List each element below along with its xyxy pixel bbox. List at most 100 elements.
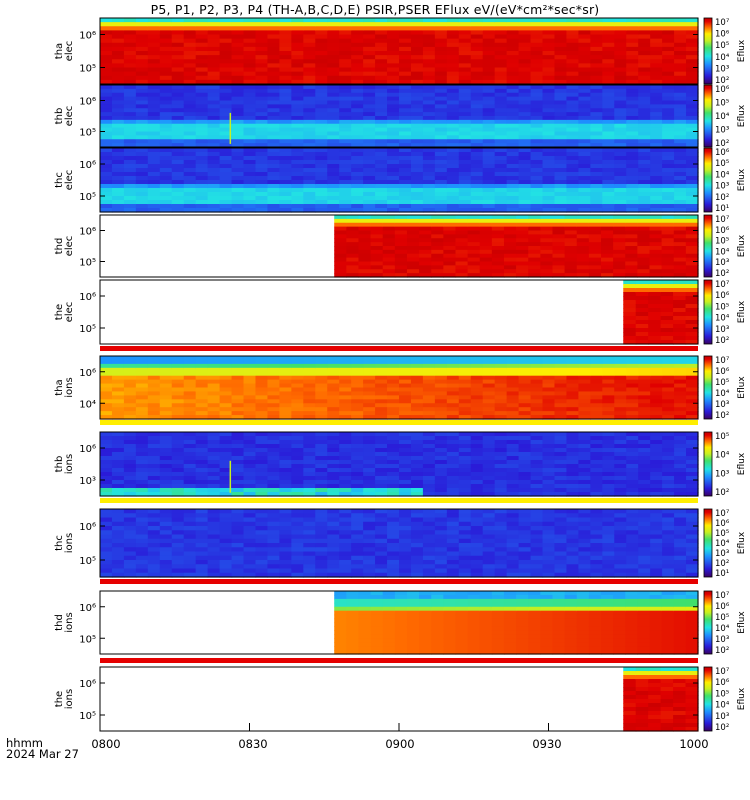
heatmap-cell [482, 46, 496, 52]
heatmap-cell [195, 204, 209, 209]
heatmap-cell [135, 383, 149, 389]
heatmap-cell [399, 356, 412, 361]
heatmap-cell [363, 403, 376, 408]
heatmap-cell [195, 59, 209, 64]
heatmap-cell [243, 168, 257, 173]
heatmap-cell [123, 180, 137, 185]
heatmap-cell [446, 92, 460, 98]
heatmap-cell [446, 484, 460, 489]
heatmap-cell [626, 448, 639, 453]
heatmap-cell [491, 253, 505, 259]
heatmap-cell [648, 292, 662, 297]
heatmap-cell [422, 96, 436, 102]
heatmap-cell [303, 432, 316, 437]
heatmap-cell [111, 38, 125, 44]
heatmap-cell [346, 249, 360, 255]
heatmap-cell [207, 564, 221, 570]
heatmap-cell [410, 188, 424, 193]
heatmap-cell [363, 448, 376, 453]
heatmap-cell [135, 38, 149, 44]
heatmap-cell [443, 273, 457, 278]
heatmap-cell [410, 51, 424, 56]
heatmap-cell [686, 452, 699, 457]
heatmap-cell [303, 367, 316, 373]
heatmap-cell [123, 488, 137, 493]
heatmap-cell [111, 359, 125, 365]
heatmap-cell [363, 391, 376, 396]
heatmap-cell [470, 135, 484, 140]
heatmap-cell [231, 59, 245, 64]
heatmap-cell [482, 131, 496, 136]
heatmap-cell [410, 96, 424, 102]
heatmap-cell [183, 513, 197, 519]
heatmap-cell [147, 188, 161, 193]
heatmap-cell [394, 269, 408, 274]
heatmap-cell [243, 521, 257, 527]
heatmap-cell [673, 218, 687, 224]
heatmap-cell [410, 123, 424, 129]
heatmap-cell [195, 379, 209, 385]
heatmap-cell [470, 448, 484, 453]
heatmap-cell [267, 415, 280, 420]
heatmap-cell [231, 411, 245, 416]
heatmap-cell [662, 371, 675, 377]
heatmap-cell [494, 363, 508, 369]
heatmap-cell [183, 492, 197, 497]
heatmap-cell [590, 432, 603, 437]
heatmap-cell [183, 564, 197, 570]
heatmap-cell [315, 180, 328, 185]
heatmap-cell [590, 108, 603, 113]
heatmap-cell [578, 55, 591, 60]
heatmap-cell [660, 292, 674, 297]
heatmap-cell [614, 208, 627, 213]
heatmap-cell [482, 119, 496, 125]
heatmap-cell [315, 192, 328, 197]
heatmap-cell [458, 38, 472, 44]
heatmap-cell [479, 249, 493, 255]
heatmap-cell [602, 42, 615, 48]
heatmap-cell [626, 75, 639, 81]
heatmap-cell [518, 411, 532, 416]
heatmap-cell [339, 456, 352, 461]
heatmap-cell [673, 238, 687, 243]
heatmap-cell [315, 444, 328, 449]
heatmap-cell [399, 156, 412, 161]
heatmap-cell [303, 164, 316, 169]
heatmap-cell [458, 172, 472, 177]
heatmap-cell [255, 476, 269, 481]
heatmap-cell [159, 379, 173, 385]
heatmap-cell [410, 432, 424, 437]
heatmap-cell [494, 104, 508, 109]
heatmap-cell [614, 168, 627, 173]
heatmap-cell [147, 476, 161, 481]
heatmap-cell [387, 180, 400, 185]
heatmap-cell [291, 468, 304, 473]
heatmap-cell [662, 152, 675, 157]
heatmap-cell [686, 59, 699, 64]
heatmap-cell [626, 492, 639, 497]
heatmap-cell [446, 188, 460, 193]
heatmap-cell [351, 375, 364, 381]
heatmap-cell [195, 551, 209, 557]
heatmap-cell [674, 415, 687, 420]
heatmap-cell [219, 30, 233, 36]
heatmap-cell [291, 184, 304, 189]
heatmap-cell [291, 436, 304, 441]
heatmap-cell [100, 200, 113, 205]
heatmap-cell [135, 200, 149, 205]
heatmap-cell [339, 42, 352, 48]
colorbar-tick-label: 10⁷ [715, 356, 730, 366]
heatmap-cell [660, 300, 674, 305]
heatmap-cell [660, 316, 674, 321]
heatmap-cell [351, 172, 364, 177]
heatmap-cell [123, 59, 137, 64]
heatmap-cell [183, 200, 197, 205]
heatmap-cell [673, 316, 687, 321]
heatmap-cell [422, 391, 436, 396]
heatmap-cell [422, 472, 436, 477]
heatmap-cell [279, 452, 292, 457]
heatmap-cell [219, 192, 233, 197]
heatmap-cell [375, 59, 388, 64]
colorbar-tick-label: 10³ [715, 64, 729, 74]
heatmap-cell [231, 127, 245, 133]
